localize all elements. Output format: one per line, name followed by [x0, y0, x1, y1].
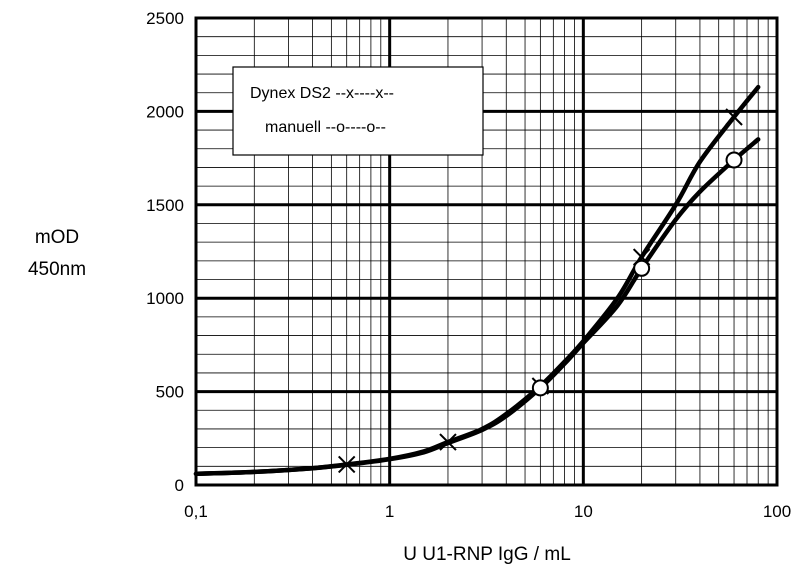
circle-marker: [725, 151, 743, 169]
legend: Dynex DS2 --x----x-- manuell --o----o--: [232, 66, 484, 156]
x-marker: [725, 108, 743, 126]
y-axis-label-line2: 450nm: [28, 259, 86, 280]
plot-frame: [194, 16, 779, 487]
y-axis-label-line1: mOD: [35, 227, 79, 248]
y-tick-label: 2500: [146, 9, 184, 28]
series-line-manuell: [193, 137, 761, 477]
x-tick-label: 1: [385, 502, 394, 521]
y-tick-label: 1000: [146, 289, 184, 308]
y-tick-label: 500: [156, 383, 184, 402]
y-tick-label: 0: [175, 476, 184, 495]
x-tick-label: 100: [763, 502, 791, 521]
legend-entry-dynex: Dynex DS2 --x----x--: [250, 85, 394, 102]
x-tick-label: 0,1: [184, 502, 208, 521]
x-axis-label: U U1-RNP IgG / mL: [403, 544, 571, 565]
x-tick-labels: 0,1 1 10 100: [184, 502, 791, 521]
x-marker: [337, 455, 356, 474]
x-tick-label: 10: [574, 502, 593, 521]
legend-entry-manuell: manuell --o----o--: [265, 119, 386, 136]
circle-marker: [633, 259, 651, 277]
y-tick-label: 2000: [146, 102, 184, 121]
legend-box: [232, 66, 484, 156]
x-marker: [439, 433, 457, 451]
circle-marker: [531, 379, 549, 397]
marker-layer: [337, 108, 743, 474]
series-layer: [193, 84, 761, 477]
y-tick-label: 1500: [146, 196, 184, 215]
y-tick-labels: 0 500 1000 1500 2000 2500: [146, 9, 184, 495]
